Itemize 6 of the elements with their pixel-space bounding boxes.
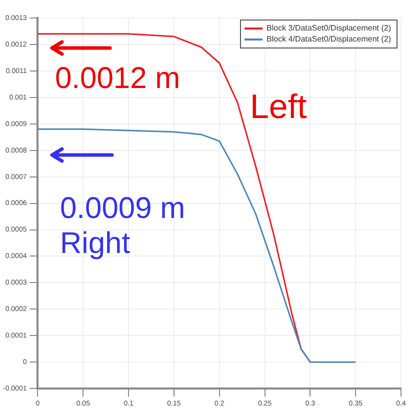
annotation: 0.0012 m [55,62,180,95]
annotation: 0.0009 m [60,192,186,225]
annotation: Left [250,88,308,126]
legend-label: Block 3/DataSet0/Displacement (2) [266,24,392,33]
annotation: Right [60,227,131,260]
legend-label: Block 4/DataSet0/Displacement (2) [266,34,392,44]
